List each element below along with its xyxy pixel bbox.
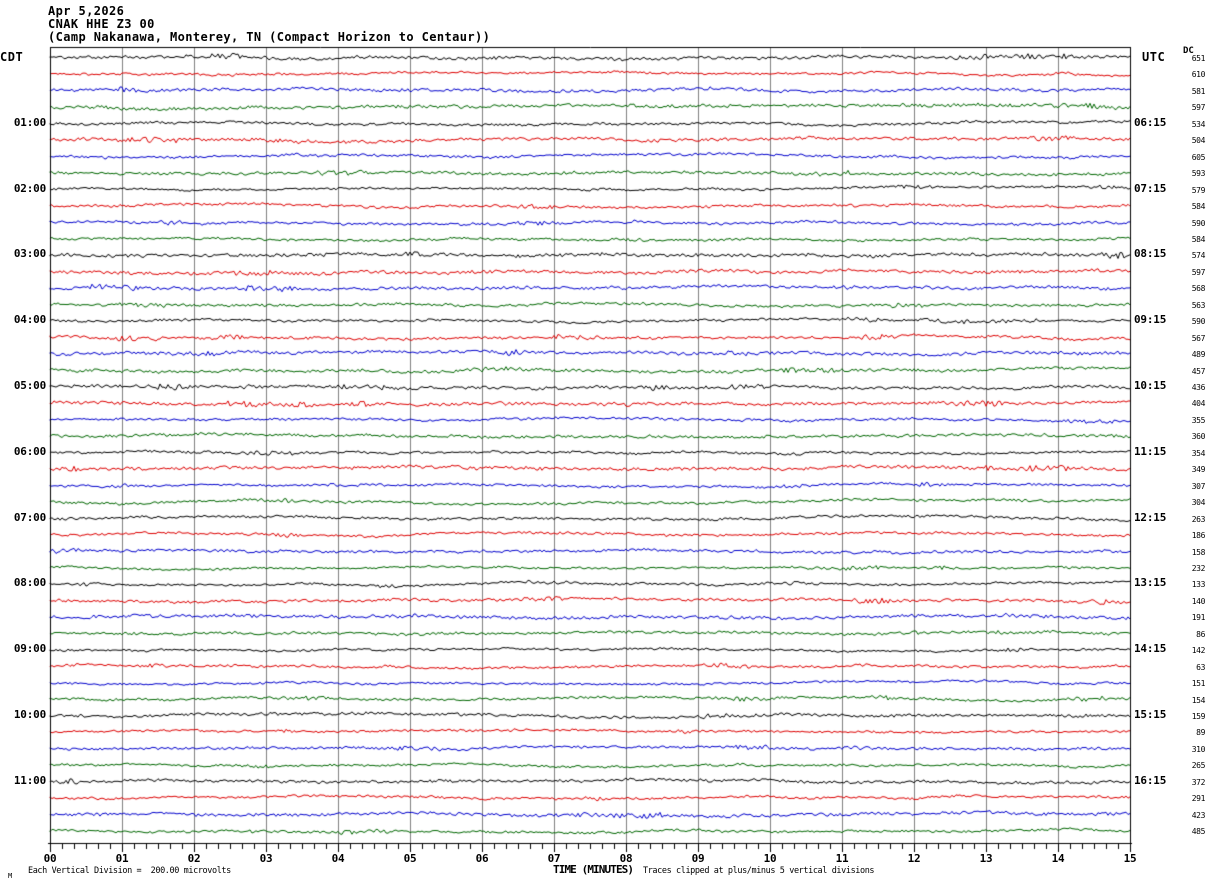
dc-value: 574 bbox=[1191, 251, 1206, 261]
corner-glyph: M bbox=[8, 872, 13, 880]
utc-hour-label: 07:15 bbox=[1134, 181, 1167, 195]
dc-value: 590 bbox=[1191, 317, 1206, 327]
dc-value: 534 bbox=[1191, 119, 1206, 129]
dc-value: 593 bbox=[1191, 169, 1206, 179]
dc-value: 354 bbox=[1191, 448, 1206, 458]
utc-hour-label: 08:15 bbox=[1134, 247, 1167, 261]
dc-value: 436 bbox=[1191, 383, 1206, 393]
utc-hour-label: 16:15 bbox=[1134, 773, 1167, 787]
minute-tick-label: 05 bbox=[403, 852, 417, 865]
minute-tick-label: 01 bbox=[115, 852, 129, 865]
dc-value: 63 bbox=[1196, 662, 1205, 672]
utc-hour-label: 13:15 bbox=[1134, 576, 1167, 590]
dc-value: 372 bbox=[1191, 777, 1206, 787]
dc-value: 307 bbox=[1191, 481, 1206, 491]
dc-value: 159 bbox=[1191, 712, 1206, 722]
minute-tick-label: 12 bbox=[907, 852, 921, 865]
cdt-hour-label: 03:00 bbox=[13, 247, 46, 261]
clip-note: Traces clipped at plus/minus 5 vertical … bbox=[643, 866, 875, 876]
minute-tick-label: 13 bbox=[979, 852, 993, 865]
scale-note: Each Vertical Division = 200.00 microvol… bbox=[28, 866, 231, 876]
utc-hour-label: 11:15 bbox=[1134, 444, 1167, 458]
cdt-hour-label: 10:00 bbox=[13, 708, 46, 722]
dc-value: 89 bbox=[1196, 728, 1205, 738]
cdt-hour-label: 06:00 bbox=[13, 444, 46, 458]
cdt-hour-label: 01:00 bbox=[13, 115, 46, 129]
dc-value: 404 bbox=[1191, 399, 1206, 409]
dc-value: 590 bbox=[1191, 218, 1206, 228]
minute-tick-label: 00 bbox=[43, 852, 57, 865]
dc-value: 610 bbox=[1191, 70, 1206, 80]
minute-tick-label: 10 bbox=[763, 852, 777, 865]
dc-value: 355 bbox=[1191, 415, 1206, 425]
utc-hour-label: 14:15 bbox=[1134, 642, 1167, 656]
dc-value: 154 bbox=[1191, 695, 1206, 705]
dc-value: 584 bbox=[1191, 234, 1206, 244]
cdt-hour-label: 02:00 bbox=[13, 181, 46, 195]
dc-value: 140 bbox=[1191, 596, 1206, 606]
dc-column-header: DC bbox=[1183, 46, 1194, 56]
dc-value: 579 bbox=[1191, 185, 1206, 195]
dc-value: 133 bbox=[1191, 580, 1206, 590]
cdt-hour-label: 07:00 bbox=[13, 510, 46, 524]
dc-value: 581 bbox=[1191, 86, 1206, 96]
dc-value: 191 bbox=[1191, 613, 1206, 623]
minute-tick-label: 08 bbox=[619, 852, 633, 865]
station-code: CNAK HHE Z3 00 bbox=[48, 17, 155, 31]
dc-value: 568 bbox=[1191, 284, 1206, 294]
right-timezone-label: UTC bbox=[1142, 50, 1166, 64]
minute-tick-label: 04 bbox=[331, 852, 345, 865]
dc-value: 485 bbox=[1191, 827, 1206, 837]
cdt-hour-label: 08:00 bbox=[13, 576, 46, 590]
station-location: (Camp Nakanawa, Monterey, TN (Compact Ho… bbox=[48, 30, 491, 44]
dc-value: 360 bbox=[1191, 432, 1206, 442]
utc-hour-label: 06:15 bbox=[1134, 115, 1167, 129]
dc-value: 489 bbox=[1191, 350, 1206, 360]
dc-value: 597 bbox=[1191, 103, 1206, 113]
dc-value: 232 bbox=[1191, 563, 1206, 573]
minute-tick-label: 09 bbox=[691, 852, 705, 865]
cdt-hour-label: 11:00 bbox=[13, 773, 46, 787]
left-timezone-label: CDT bbox=[0, 50, 24, 64]
dc-value: 597 bbox=[1191, 267, 1206, 277]
dc-value: 584 bbox=[1191, 202, 1206, 212]
minute-tick-label: 07 bbox=[547, 852, 561, 865]
dc-value: 605 bbox=[1191, 152, 1206, 162]
dc-value: 563 bbox=[1191, 300, 1206, 310]
dc-value: 186 bbox=[1191, 531, 1206, 541]
dc-value: 151 bbox=[1191, 679, 1206, 689]
dc-value: 567 bbox=[1191, 333, 1206, 343]
minute-tick-label: 11 bbox=[835, 852, 849, 865]
utc-hour-label: 12:15 bbox=[1134, 510, 1167, 524]
dc-value: 457 bbox=[1191, 366, 1206, 376]
dc-value: 423 bbox=[1191, 810, 1206, 820]
dc-value: 304 bbox=[1191, 498, 1206, 508]
cdt-hour-label: 05:00 bbox=[13, 379, 46, 393]
x-axis-title: TIME (MINUTES) bbox=[553, 863, 634, 876]
dc-value: 142 bbox=[1191, 646, 1206, 656]
minute-tick-label: 14 bbox=[1051, 852, 1065, 865]
dc-value: 651 bbox=[1191, 54, 1206, 63]
cdt-hour-label: 09:00 bbox=[13, 642, 46, 656]
dc-value: 504 bbox=[1191, 136, 1206, 146]
dc-value: 158 bbox=[1191, 547, 1206, 557]
minute-tick-label: 15 bbox=[1123, 852, 1137, 865]
dc-value: 310 bbox=[1191, 744, 1206, 754]
cdt-hour-label: 04:00 bbox=[13, 313, 46, 327]
dc-value: 86 bbox=[1196, 629, 1205, 639]
utc-hour-label: 10:15 bbox=[1134, 379, 1167, 393]
utc-hour-label: 15:15 bbox=[1134, 708, 1167, 722]
record-date: Apr 5,2026 bbox=[48, 4, 125, 18]
dc-value: 263 bbox=[1191, 514, 1206, 524]
dc-value: 349 bbox=[1191, 465, 1206, 475]
minute-tick-label: 06 bbox=[475, 852, 489, 865]
utc-hour-label: 09:15 bbox=[1134, 313, 1167, 327]
dc-value: 291 bbox=[1191, 794, 1206, 804]
minute-tick-label: 02 bbox=[187, 852, 201, 865]
minute-tick-label: 03 bbox=[259, 852, 273, 865]
dc-value: 265 bbox=[1191, 761, 1206, 771]
